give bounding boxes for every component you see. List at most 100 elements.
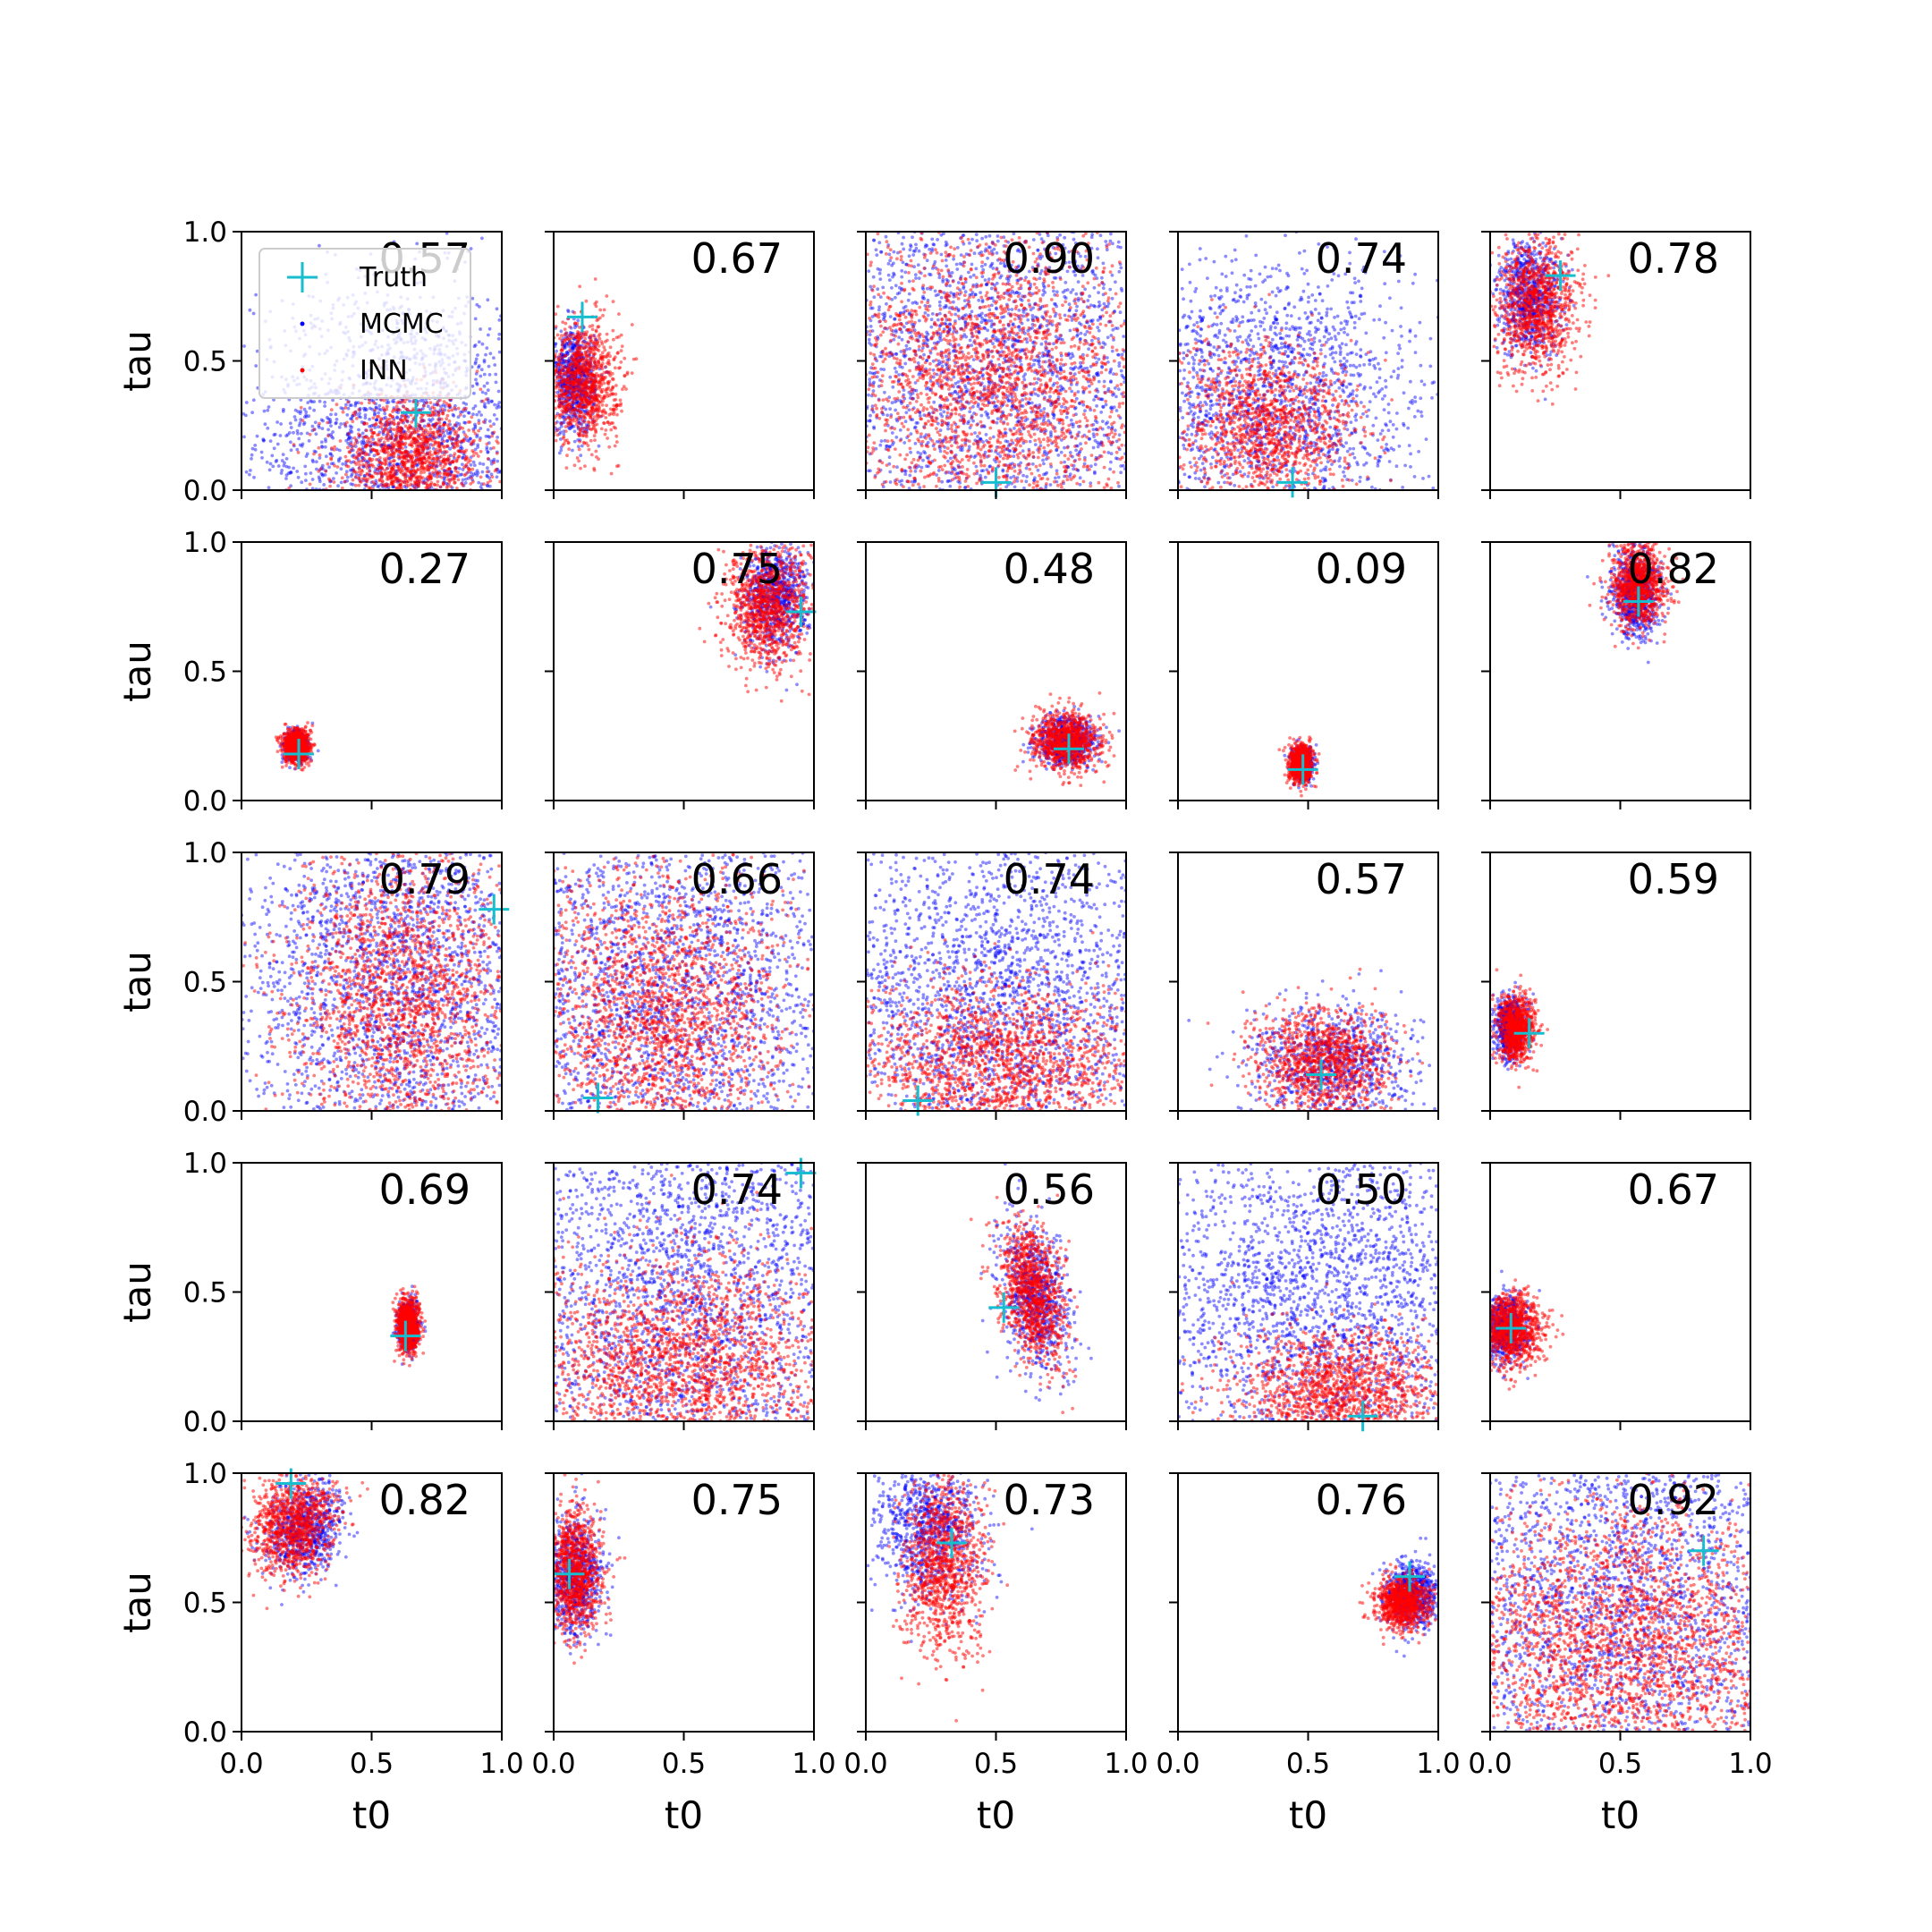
inn-point (597, 325, 601, 328)
mcmc-point (309, 471, 313, 475)
mcmc-point (1069, 356, 1072, 360)
inn-point (597, 402, 600, 407)
inn-point (601, 396, 606, 401)
mcmc-point (299, 410, 303, 413)
inn-point (352, 436, 357, 440)
inn-point (453, 480, 457, 485)
mcmc-point (1071, 425, 1075, 428)
inn-point (445, 402, 449, 405)
mcmc-point (990, 261, 995, 266)
inn-point (580, 377, 584, 382)
mcmc-point (1100, 364, 1104, 369)
mcmc-point (967, 419, 970, 424)
inn-point (405, 458, 409, 462)
mcmc-point (376, 485, 380, 488)
inn-point (614, 404, 619, 408)
mcmc-point (448, 447, 452, 451)
inn-point (398, 470, 402, 473)
inn-point (369, 440, 373, 445)
inn-point (383, 444, 387, 448)
mcmc-point (318, 426, 321, 429)
mcmc-point (415, 242, 419, 246)
mcmc-point (469, 247, 473, 250)
inn-point (466, 466, 470, 470)
mcmc-point (331, 430, 335, 434)
mcmc-point (891, 385, 895, 389)
inn-point (343, 406, 348, 410)
mcmc-point (329, 435, 334, 438)
mcmc-point (1075, 444, 1080, 448)
mcmc-point (479, 368, 484, 372)
inn-point (458, 449, 462, 453)
mcmc-point (977, 331, 981, 335)
inn-point (596, 374, 600, 378)
inn-point (426, 452, 429, 455)
mcmc-point (1111, 393, 1114, 397)
inn-point (456, 406, 461, 411)
mcmc-point (1110, 407, 1114, 411)
inn-point (600, 403, 605, 407)
mcmc-point (487, 476, 491, 480)
inn-point (555, 428, 560, 432)
inn-point (420, 462, 425, 466)
inn-point (473, 432, 478, 436)
inn-point (589, 377, 593, 382)
mcmc-point (320, 445, 325, 449)
mcmc-point (983, 450, 987, 454)
mcmc-point (476, 353, 479, 357)
inn-point (446, 409, 451, 412)
mcmc-point (1119, 266, 1123, 270)
truth-marker (400, 397, 431, 428)
mcmc-point (936, 340, 941, 344)
inn-point (355, 417, 359, 420)
mcmc-point (265, 460, 269, 464)
inn-point (597, 413, 601, 418)
inn-point (389, 460, 393, 464)
inn-point (388, 435, 393, 438)
inn-point (373, 471, 377, 475)
inn-point (591, 341, 596, 345)
mcmc-point (928, 247, 931, 251)
mcmc-point (496, 470, 500, 474)
inn-point (453, 465, 458, 470)
mcmc-point (289, 440, 292, 445)
mcmc-point (338, 448, 342, 453)
mcmc-point (980, 300, 985, 304)
mcmc-point (495, 475, 499, 479)
mcmc-point (1077, 321, 1081, 326)
y-axis-label: tau (115, 330, 159, 392)
inn-point (573, 362, 578, 367)
mcmc-point (1097, 442, 1101, 446)
mcmc-point (483, 402, 487, 406)
mcmc-point (970, 262, 974, 267)
mcmc-point (477, 480, 481, 485)
inn-point (317, 445, 321, 450)
mcmc-point (894, 408, 897, 412)
mcmc-point (871, 389, 876, 393)
mcmc-point (996, 337, 1000, 342)
mcmc-point (309, 400, 314, 404)
inn-point (371, 480, 375, 484)
mcmc-point (285, 433, 290, 436)
inn-point (589, 356, 593, 360)
inn-point (592, 352, 596, 356)
inn-point (377, 439, 381, 444)
inn-point (382, 447, 386, 452)
mcmc-point (471, 412, 475, 417)
mcmc-point (373, 411, 377, 416)
mcmc-point (1033, 443, 1038, 446)
mcmc-point (988, 245, 992, 250)
mcmc-point (868, 377, 872, 381)
inn-point (384, 451, 388, 454)
mcmc-point (1087, 373, 1091, 377)
mcmc-point (562, 420, 566, 425)
inn-point (436, 401, 439, 405)
inn-point (594, 378, 598, 382)
inn-point (406, 479, 410, 483)
mcmc-point (1093, 304, 1097, 309)
inn-point (584, 433, 589, 437)
mcmc-point (482, 384, 487, 388)
mcmc-point (1010, 308, 1014, 311)
mcmc-point (348, 424, 352, 428)
inn-point (609, 428, 614, 432)
